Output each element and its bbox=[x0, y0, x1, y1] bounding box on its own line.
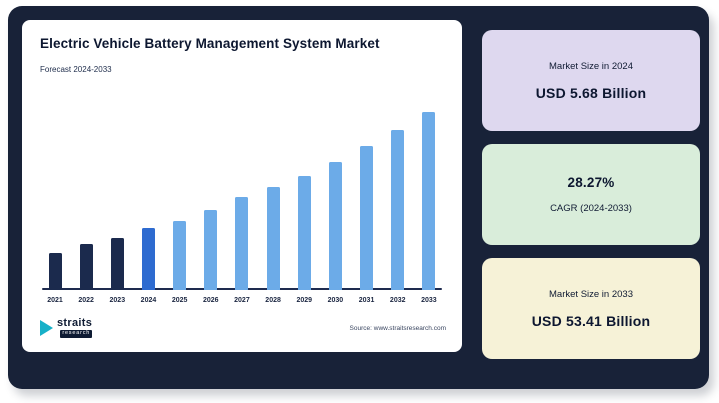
chart-title: Electric Vehicle Battery Management Syst… bbox=[40, 36, 380, 51]
logo-title: straits bbox=[57, 317, 93, 330]
bar-label-2021: 2021 bbox=[47, 297, 63, 304]
bar-label-2023: 2023 bbox=[109, 297, 126, 304]
bar-2029 bbox=[297, 176, 311, 290]
bar-label-2028: 2028 bbox=[265, 297, 281, 304]
bar-group-2029: 2029 bbox=[291, 108, 317, 306]
bars-row: 2021 2022 2023 2024 2025 2026 2027 2028 2029 2030… bbox=[42, 108, 442, 306]
chart-subtitle: Forecast 2024-2033 bbox=[40, 65, 112, 74]
bar-2022 bbox=[79, 244, 93, 290]
bar-group-2021: 2021 bbox=[42, 108, 68, 306]
stat-label: CAGR (2024-2033) bbox=[550, 203, 632, 214]
bar-2033 bbox=[422, 112, 436, 290]
bar-2021 bbox=[48, 253, 62, 290]
bar-group-2022: 2022 bbox=[73, 108, 99, 306]
bar-label-2027: 2027 bbox=[234, 297, 250, 304]
source-attribution: Source: www.straitsresearch.com bbox=[349, 324, 446, 332]
bar-group-2030: 2030 bbox=[322, 108, 348, 306]
logo-subtitle: research bbox=[60, 330, 93, 338]
chart-card: Electric Vehicle Battery Management Syst… bbox=[22, 20, 462, 352]
stat-card-market-size-2033: Market Size in 2033 USD 53.41 Billion bbox=[482, 258, 700, 359]
bar-chart: 2021 2022 2023 2024 2025 2026 2027 2028 2029 2030… bbox=[42, 108, 442, 306]
stat-value: USD 5.68 Billion bbox=[535, 84, 647, 101]
bar-2027 bbox=[235, 197, 249, 290]
bar-2028 bbox=[266, 187, 280, 290]
bar-label-2022: 2022 bbox=[78, 297, 94, 304]
bar-label-2030: 2030 bbox=[327, 297, 344, 304]
bar-group-2031: 2031 bbox=[354, 108, 380, 306]
main-panel: Electric Vehicle Battery Management Syst… bbox=[8, 6, 709, 389]
bar-label-2033: 2033 bbox=[421, 297, 437, 304]
stat-cards: Market Size in 2024 USD 5.68 Billion 28.… bbox=[482, 30, 700, 359]
bar-2026 bbox=[204, 210, 218, 290]
bar-2031 bbox=[360, 146, 374, 290]
chart-footer: straits research Source: www.straitsrese… bbox=[40, 314, 446, 342]
straits-research-logo: straits research bbox=[40, 317, 93, 338]
bar-2023 bbox=[110, 238, 124, 290]
bar-group-2032: 2032 bbox=[385, 108, 411, 306]
bar-label-2032: 2032 bbox=[389, 297, 406, 304]
bar-group-2024: 2024 bbox=[135, 108, 161, 306]
stat-card-cagr: 28.27% CAGR (2024-2033) bbox=[482, 144, 700, 245]
bar-label-2024: 2024 bbox=[140, 297, 157, 304]
bar-2030 bbox=[328, 162, 342, 290]
logo-triangle-icon bbox=[40, 320, 53, 336]
bar-2024 bbox=[141, 228, 155, 290]
bar-2032 bbox=[391, 130, 405, 290]
stat-label: Market Size in 2024 bbox=[549, 60, 633, 72]
bar-label-2031: 2031 bbox=[358, 297, 375, 304]
stat-card-market-size-2024: Market Size in 2024 USD 5.68 Billion bbox=[482, 30, 700, 131]
bar-label-2026: 2026 bbox=[202, 297, 219, 304]
bar-group-2025: 2025 bbox=[167, 108, 193, 306]
bar-group-2023: 2023 bbox=[104, 108, 130, 306]
stat-value: USD 53.41 Billion bbox=[531, 312, 651, 329]
stat-value: 28.27% bbox=[567, 175, 615, 190]
bar-group-2026: 2026 bbox=[198, 108, 224, 306]
bar-group-2033: 2033 bbox=[416, 108, 442, 306]
bar-2025 bbox=[173, 221, 187, 290]
stat-label: Market Size in 2033 bbox=[549, 288, 633, 300]
bar-label-2025: 2025 bbox=[171, 297, 188, 304]
bar-label-2029: 2029 bbox=[296, 297, 313, 304]
bar-group-2027: 2027 bbox=[229, 108, 255, 306]
bar-group-2028: 2028 bbox=[260, 108, 286, 306]
